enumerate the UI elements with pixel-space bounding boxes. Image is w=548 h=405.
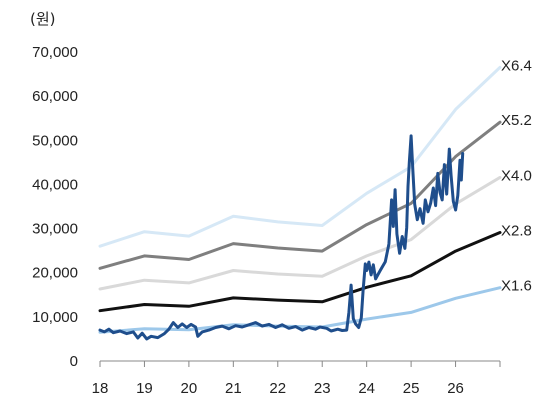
- x-tick-label: 24: [358, 380, 375, 397]
- x-axis-ticks: 18 19 20 21 22 23 24 25 26: [92, 380, 464, 397]
- x-tick-label: 19: [136, 380, 153, 397]
- x-tick-label: 23: [314, 380, 331, 397]
- price-line: [98, 134, 465, 341]
- x-axis: [99, 360, 501, 367]
- y-tick-label: 30,000: [32, 221, 78, 238]
- band-line: [98, 286, 502, 334]
- y-tick-label: 70,000: [32, 44, 78, 61]
- y-tick-label: 0: [70, 353, 78, 370]
- x-tick-label: 26: [447, 380, 464, 397]
- band-label: X1.6: [501, 278, 532, 295]
- series-lines: [98, 65, 502, 341]
- x-tick-label: 21: [225, 380, 242, 397]
- y-tick-label: 10,000: [32, 309, 78, 326]
- band-label: X5.2: [501, 112, 532, 129]
- band-label: X6.4: [501, 57, 532, 74]
- y-axis-ticks: 0 10,000 20,000 30,000 40,000 50,000 60,000 70,…: [32, 44, 78, 370]
- band-label: X2.8: [501, 223, 532, 240]
- band-labels: X6.4 X5.2 X4.0 X2.8 X1.6: [501, 57, 532, 294]
- band-line: [98, 231, 502, 313]
- y-tick-label: 40,000: [32, 176, 78, 193]
- x-tick-label: 22: [269, 380, 286, 397]
- y-tick-label: 20,000: [32, 265, 78, 282]
- y-tick-label: 50,000: [32, 132, 78, 149]
- x-tick-label: 20: [181, 380, 198, 397]
- y-axis-unit-label: (원): [30, 10, 56, 28]
- x-tick-label: 25: [403, 380, 420, 397]
- band-line: [98, 175, 502, 291]
- band-line: [98, 120, 502, 270]
- band-label: X4.0: [501, 167, 532, 184]
- band-line: [98, 65, 502, 248]
- y-tick-label: 60,000: [32, 88, 78, 105]
- x-tick-label: 18: [92, 380, 109, 397]
